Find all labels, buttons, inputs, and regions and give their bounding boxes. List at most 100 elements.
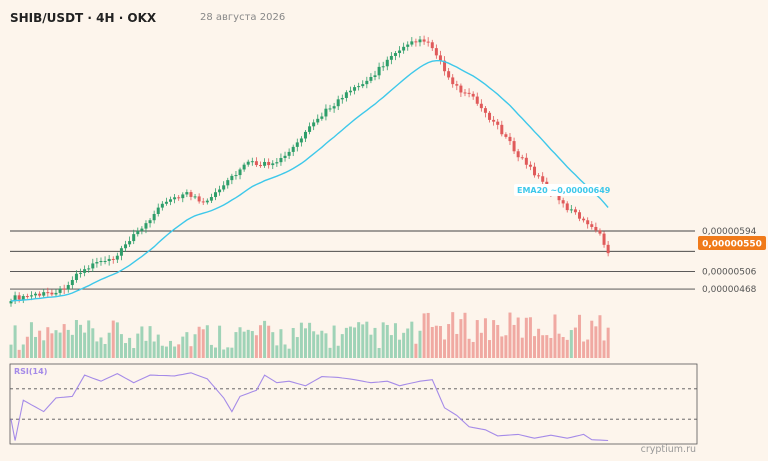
volume-bar [140,326,144,358]
candle [50,289,54,297]
volume-bar [381,322,385,358]
candle-body [492,119,496,122]
candle [308,122,312,135]
volume-bar [459,319,463,358]
candle [316,114,320,125]
candle [152,210,156,224]
candle [582,216,586,223]
candle [177,195,181,201]
candle-body [316,118,320,123]
candle [381,61,385,71]
candle-body [156,207,160,214]
candle-body [418,39,422,43]
candle-body [463,92,467,94]
candle-body [226,180,230,186]
volume-bar [242,331,246,358]
candle [111,256,115,264]
candle-body [565,203,569,211]
candle [62,284,66,295]
candle-body [479,103,483,109]
volume-bar [13,325,17,358]
candle-body [377,66,381,76]
candle-body [524,157,528,165]
candle [42,289,46,298]
candle-body [177,197,181,199]
rsi-frame [9,363,698,445]
candle-body [283,155,287,158]
candle [373,70,377,81]
volume-bars [9,312,610,358]
volume-bar [373,327,377,358]
volume-bar [361,324,365,358]
candle-body [99,261,103,263]
volume-bar [377,347,381,358]
candle [312,119,316,131]
volume-bar [156,334,160,358]
volume-bar [565,339,569,358]
volume-bar [9,344,13,358]
candle-body [132,234,136,242]
candle [128,236,132,247]
candle [83,265,87,277]
volume-bar [365,321,369,358]
candle-body [54,292,58,295]
candle [537,173,541,179]
volume-bar [528,317,532,358]
volume-bar [385,324,389,358]
volume-bar [287,348,291,358]
candle [279,153,283,166]
candle-body [512,141,516,152]
volume-bar [205,325,209,358]
candle [324,104,328,121]
candle [533,162,537,178]
candle [455,80,459,91]
candle-body [209,197,213,201]
volume-bar [218,325,222,358]
volume-bar [500,336,504,358]
candle-body [455,84,459,86]
candle-body [508,136,512,142]
candle [21,294,25,304]
candle [598,228,602,236]
candle [496,118,500,130]
candle-body [169,199,173,202]
candle-body [193,196,197,198]
candle-body [467,92,471,94]
candle [115,252,119,264]
candle [25,293,29,299]
candle [398,46,402,58]
ema-label: EMA20 ~0,00000649 [514,184,611,196]
candle [602,231,606,248]
candle-body [9,301,13,304]
volume-bar [46,327,50,358]
volume-bar [586,339,590,358]
volume-bar [479,332,483,358]
candle [393,51,397,61]
volume-bar [271,332,275,358]
candle [483,105,487,118]
candle-body [295,142,299,147]
candle-body [152,213,156,221]
candle-body [201,201,205,203]
volume-bar [181,336,185,358]
candle-body [389,55,393,60]
candle [238,167,242,180]
candle-body [422,39,426,42]
candle-body [594,226,598,231]
candle-body [275,162,279,164]
candle-body [381,66,385,68]
candle [189,189,193,201]
volume-bar [103,343,107,358]
candle [13,291,17,304]
candle-body [402,46,406,51]
candle [492,116,496,126]
volume-bar [463,312,467,358]
volume-bar [214,347,217,358]
candle-body [393,53,397,56]
candle-body [267,161,271,166]
candle [459,83,463,97]
volume-bar [25,336,29,358]
candle-body [459,85,463,93]
volume-bar [303,328,307,358]
